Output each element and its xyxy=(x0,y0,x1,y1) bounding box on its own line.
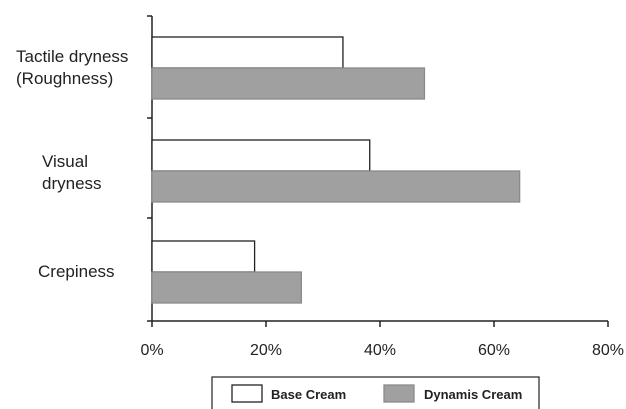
category-label: Tactile dryness xyxy=(16,47,128,66)
x-tick-group: 0% 20% 40% 60% 80% xyxy=(140,321,624,359)
legend: Base Cream Dynamis Cream xyxy=(211,376,540,409)
bar-base-cream xyxy=(151,36,344,69)
x-tick-label: 40% xyxy=(364,342,396,359)
bar-dynamis-cream xyxy=(151,271,302,304)
bar-dynamis-cream xyxy=(151,170,521,203)
x-tick-label: 80% xyxy=(592,342,624,359)
category-label: (Roughness) xyxy=(16,69,113,88)
category-labels: Tactile dryness (Roughness) Visual dryness C… xyxy=(16,47,128,281)
bar-dynamis-cream xyxy=(151,67,426,100)
bar-base-cream xyxy=(151,139,371,172)
category-label: dryness xyxy=(42,174,102,193)
x-tick-label: 60% xyxy=(478,342,510,359)
legend-swatch-dynamis-cream xyxy=(383,384,415,403)
category-label: Visual xyxy=(42,152,88,171)
legend-swatch-base-cream xyxy=(231,384,263,403)
legend-label-base-cream: Base Cream xyxy=(271,387,346,402)
bar-group xyxy=(151,36,521,304)
x-tick-label: 0% xyxy=(140,342,163,359)
legend-frame xyxy=(211,376,540,409)
legend-label-dynamis-cream: Dynamis Cream xyxy=(424,387,522,402)
bar-base-cream xyxy=(151,240,256,273)
x-tick-label: 20% xyxy=(250,342,282,359)
category-label: Crepiness xyxy=(38,262,115,281)
